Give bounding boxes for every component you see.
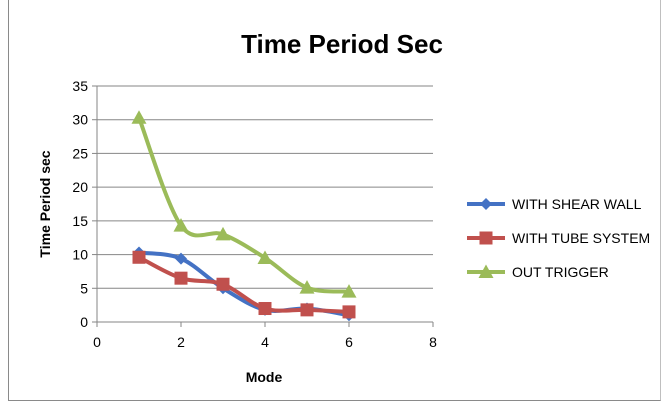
point-out-trigger-1	[131, 110, 147, 124]
point-with-shear-wall-2	[175, 252, 187, 265]
point-out-trigger-3	[215, 226, 231, 241]
point-out-trigger-2	[173, 218, 189, 232]
y-tick-label-0: 0	[80, 314, 88, 330]
point-with-tube-system-2	[174, 271, 188, 285]
series-line-with-tube-system	[137, 255, 351, 314]
legend-marker-with-shear-wall	[480, 198, 492, 210]
y-tick-label-35: 35	[72, 78, 88, 94]
point-out-trigger-4	[257, 250, 273, 264]
legend-label-with-tube-system: WITH TUBE SYSTEM	[512, 230, 650, 246]
axis-layer: 0 5 10 15 20 25 30 35 0 2 4 6 8	[72, 78, 437, 350]
chart-title: Time Period Sec	[241, 29, 443, 59]
point-with-tube-system-5	[300, 303, 314, 317]
point-with-tube-system-3	[216, 277, 230, 291]
point-with-tube-system-4	[258, 302, 272, 316]
y-tick-label-5: 5	[80, 280, 88, 296]
series-layer	[131, 110, 357, 322]
y-axis-label: Time Period sec	[37, 150, 53, 257]
legend-marker-with-tube-system	[479, 231, 493, 245]
y-tick-label-20: 20	[72, 179, 88, 195]
x-tick-label-2: 2	[177, 334, 185, 350]
chart-frame: Time Period Sec 0 5 10 15 20 25 30 35 0 2 4 6 8 Mode…	[8, 0, 661, 401]
series-line-out-trigger	[137, 115, 351, 294]
x-tick-label-8: 8	[429, 334, 437, 350]
series-line-with-shear-wall	[137, 250, 351, 318]
legend-label-out-trigger: OUT TRIGGER	[512, 264, 609, 280]
y-tick-label-30: 30	[72, 112, 88, 128]
point-with-tube-system-6	[342, 305, 356, 319]
point-out-trigger-6	[341, 284, 357, 298]
y-tick-label-10: 10	[72, 247, 88, 263]
legend-marker-out-trigger	[478, 264, 494, 278]
x-tick-label-0: 0	[93, 334, 101, 350]
legend: WITH SHEAR WALL WITH TUBE SYSTEM OUT TRIGG…	[467, 196, 650, 280]
y-tick-label-15: 15	[72, 213, 88, 229]
point-with-tube-system-1	[132, 250, 146, 264]
x-tick-label-6: 6	[345, 334, 353, 350]
chart-svg: Time Period Sec 0 5 10 15 20 25 30 35 0 2 4 6 8 Mode…	[37, 29, 650, 385]
y-tick-label-25: 25	[72, 145, 88, 161]
legend-label-with-shear-wall: WITH SHEAR WALL	[512, 196, 642, 212]
point-out-trigger-5	[299, 280, 315, 294]
x-axis-label: Mode	[246, 369, 283, 385]
x-tick-label-4: 4	[261, 334, 269, 350]
